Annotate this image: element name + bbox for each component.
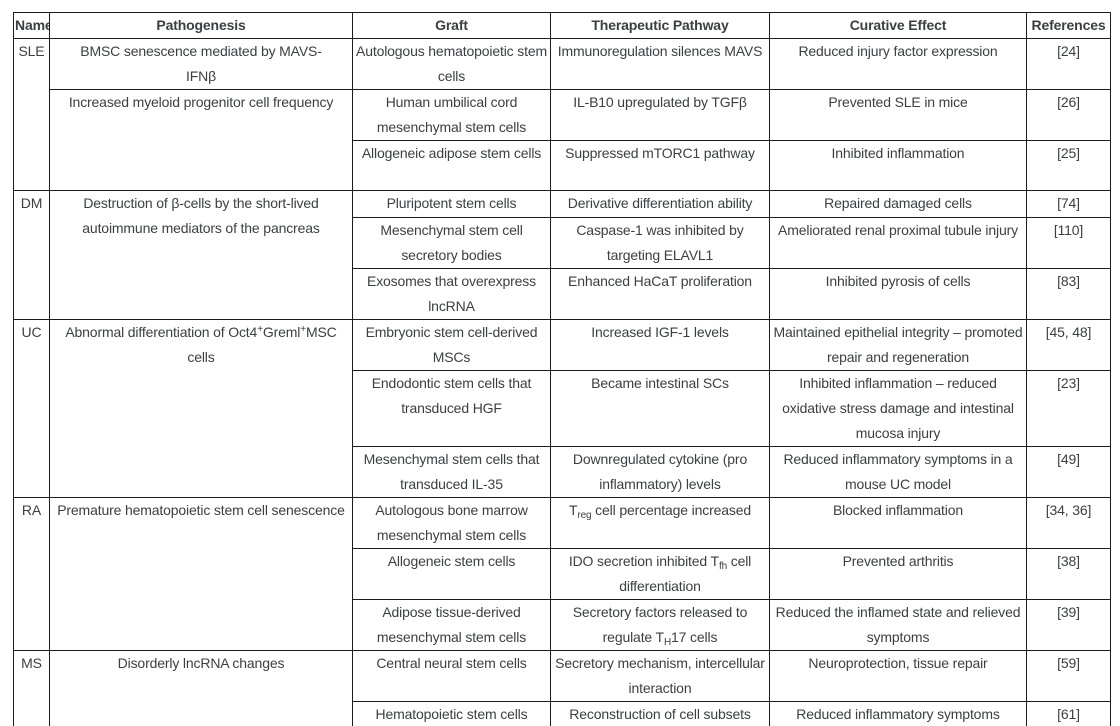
col-header-curative-effect: Curative Effect bbox=[769, 12, 1027, 39]
graft-cell: Exosomes that overexpress lncRNA bbox=[352, 268, 551, 320]
pathway-cell: Immunoregulation silences MAVS bbox=[550, 38, 770, 90]
effect-cell: Reduced inflammatory symptoms bbox=[769, 701, 1027, 726]
effect-cell: Prevented arthritis bbox=[769, 548, 1027, 600]
col-header-references: References bbox=[1026, 12, 1111, 39]
graft-cell: Autologous bone marrow mesenchymal stem … bbox=[352, 497, 551, 549]
pathway-cell: Treg cell percentage increased bbox=[550, 497, 770, 549]
pathway-cell: Caspase-1 was inhibited by targeting ELA… bbox=[550, 217, 770, 269]
pathogenesis-cell: Increased myeloid progenitor cell freque… bbox=[49, 89, 353, 191]
pathway-cell: Derivative differentiation ability bbox=[550, 190, 770, 218]
table-row: Mesenchymal stem cell secretory bodies C… bbox=[14, 217, 1111, 269]
effect-cell: Inhibited inflammation – reduced oxidati… bbox=[769, 370, 1027, 447]
table-row: Hematopoietic stem cells Reconstruction … bbox=[14, 701, 1111, 726]
effect-cell: Neuroprotection, tissue repair bbox=[769, 650, 1027, 702]
reference-cell: [34, 36] bbox=[1026, 497, 1111, 549]
reference-cell: [24] bbox=[1026, 38, 1111, 90]
pathogenesis-cell: Premature hematopoietic stem cell senesc… bbox=[49, 497, 353, 651]
reference-cell: [23] bbox=[1026, 370, 1111, 447]
pathway-cell: Downregulated cytokine (pro inflammatory… bbox=[550, 446, 770, 498]
reference-cell: [59] bbox=[1026, 650, 1111, 702]
disease-name-cell: SLE bbox=[13, 38, 50, 191]
col-header-therapeutic-pathway: Therapeutic Pathway bbox=[550, 12, 770, 39]
reference-cell: [39] bbox=[1026, 599, 1111, 651]
effect-cell: Reduced the inflamed state and relieved … bbox=[769, 599, 1027, 651]
reference-cell: [38] bbox=[1026, 548, 1111, 600]
reference-cell: [26] bbox=[1026, 89, 1111, 141]
effect-cell: Ameliorated renal proximal tubule injury bbox=[769, 217, 1027, 269]
graft-cell: Hematopoietic stem cells bbox=[352, 701, 551, 726]
table-row: Allogeneic stem cells IDO secretion inhi… bbox=[14, 548, 1111, 600]
table-row: Exosomes that overexpress lncRNA Enhance… bbox=[14, 268, 1111, 320]
graft-cell: Autologous hematopoietic stem cells bbox=[352, 38, 551, 90]
table-row: DM Destruction of β-cells by the short-l… bbox=[13, 190, 1111, 320]
reference-cell: [83] bbox=[1026, 268, 1111, 320]
effect-cell: Repaired damaged cells bbox=[769, 190, 1027, 218]
pathway-cell: Increased IGF-1 levels bbox=[550, 319, 770, 371]
therapy-table: Name Pathogenesis Graft Therapeutic Path… bbox=[13, 12, 1111, 726]
graft-cell: Adipose tissue-derived mesenchymal stem … bbox=[352, 599, 551, 651]
disease-name-cell: UC bbox=[13, 319, 50, 498]
graft-cell: Embryonic stem cell-derived MSCs bbox=[352, 319, 551, 371]
pathway-cell: IL-B10 upregulated by TGFβ bbox=[550, 89, 770, 141]
effect-cell: Prevented SLE in mice bbox=[769, 89, 1027, 141]
table-row: Increased myeloid progenitor cell freque… bbox=[14, 89, 1111, 191]
graft-cell: Endodontic stem cells that transduced HG… bbox=[352, 370, 551, 447]
pathway-cell: Became intestinal SCs bbox=[550, 370, 770, 447]
pathway-cell: Enhanced HaCaT proliferation bbox=[550, 268, 770, 320]
reference-cell: [110] bbox=[1026, 217, 1111, 269]
effect-cell: Maintained epithelial integrity – promot… bbox=[769, 319, 1027, 371]
effect-cell: Inhibited pyrosis of cells bbox=[769, 268, 1027, 320]
table-row: UC Abnormal differentiation of Oct4+Grem… bbox=[13, 319, 1111, 498]
pathway-cell: Secretory factors released to regulate T… bbox=[550, 599, 770, 651]
header-row: Name Pathogenesis Graft Therapeutic Path… bbox=[13, 12, 1111, 39]
graft-cell: Pluripotent stem cells bbox=[352, 190, 551, 218]
effect-cell: Reduced inflammatory symptoms in a mouse… bbox=[769, 446, 1027, 498]
table-row: Endodontic stem cells that transduced HG… bbox=[14, 370, 1111, 447]
reference-cell: [49] bbox=[1026, 446, 1111, 498]
table-row: Adipose tissue-derived mesenchymal stem … bbox=[14, 599, 1111, 651]
graft-cell: Mesenchymal stem cells that transduced I… bbox=[352, 446, 551, 498]
graft-cell: Allogeneic stem cells bbox=[352, 548, 551, 600]
effect-cell: Reduced injury factor expression bbox=[769, 38, 1027, 90]
col-header-graft: Graft bbox=[352, 12, 551, 39]
disease-name-cell: MS bbox=[13, 650, 50, 726]
col-header-pathogenesis: Pathogenesis bbox=[49, 12, 353, 39]
table-row: MS Disorderly lncRNA changes Central neu… bbox=[13, 650, 1111, 726]
graft-cell: Human umbilical cord mesenchymal stem ce… bbox=[352, 89, 551, 141]
pathway-cell: Suppressed mTORC1 pathway bbox=[550, 140, 770, 191]
pathway-cell: IDO secretion inhibited Tfh cell differe… bbox=[550, 548, 770, 600]
disease-name-cell: DM bbox=[13, 190, 50, 320]
graft-cell: Allogeneic adipose stem cells bbox=[352, 140, 551, 191]
effect-cell: Inhibited inflammation bbox=[769, 140, 1027, 191]
pathogenesis-cell: Disorderly lncRNA changes bbox=[49, 650, 353, 726]
reference-cell: [61] bbox=[1026, 701, 1111, 726]
reference-cell: [74] bbox=[1026, 190, 1111, 218]
effect-cell: Blocked inflammation bbox=[769, 497, 1027, 549]
pathway-cell: Reconstruction of cell subsets bbox=[550, 701, 770, 726]
reference-cell: [25] bbox=[1026, 140, 1111, 191]
pathogenesis-cell: BMSC senescence mediated by MAVS- IFNβ bbox=[49, 38, 353, 90]
graft-cell: Mesenchymal stem cell secretory bodies bbox=[352, 217, 551, 269]
graft-cell: Central neural stem cells bbox=[352, 650, 551, 702]
table-row: SLE BMSC senescence mediated by MAVS- IFN… bbox=[13, 38, 1111, 191]
pathogenesis-cell: Abnormal differentiation of Oct4+Greml+M… bbox=[49, 319, 353, 498]
pathway-cell: Secretory mechanism, intercellular inter… bbox=[550, 650, 770, 702]
table-row: Mesenchymal stem cells that transduced I… bbox=[14, 446, 1111, 498]
table-row: RA Premature hematopoietic stem cell sen… bbox=[13, 497, 1111, 651]
disease-name-cell: RA bbox=[13, 497, 50, 651]
table-row: Allogeneic adipose stem cells Suppressed… bbox=[14, 140, 1111, 191]
reference-cell: [45, 48] bbox=[1026, 319, 1111, 371]
col-header-name: Name bbox=[13, 12, 50, 39]
pathogenesis-cell: Destruction of β-cells by the short-live… bbox=[49, 190, 353, 320]
